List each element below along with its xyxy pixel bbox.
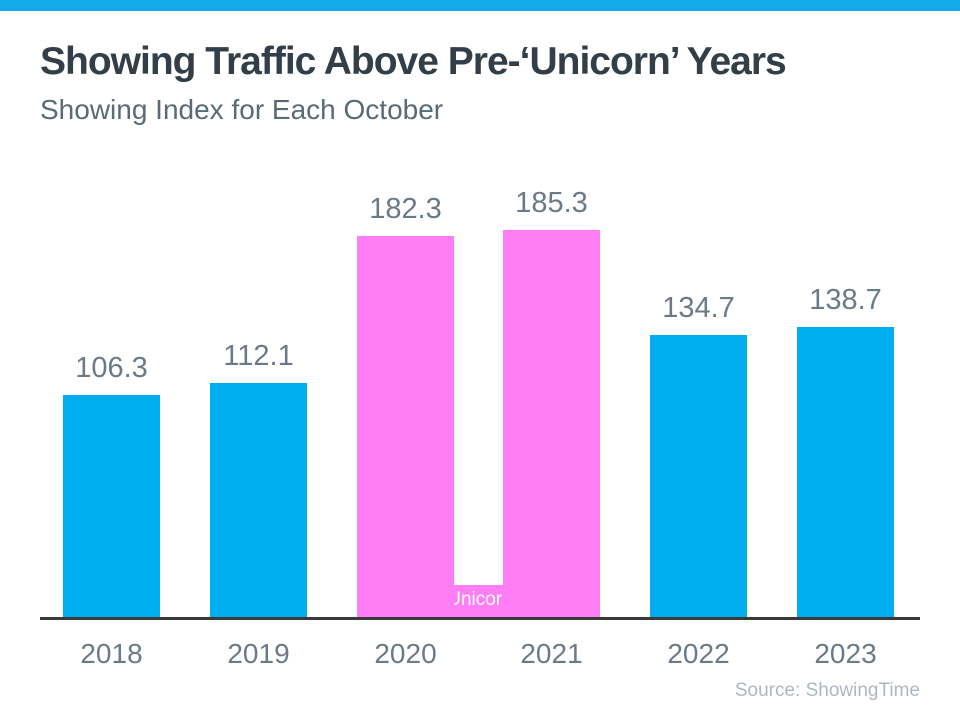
source-attribution: Source: ShowingTime (734, 680, 920, 701)
bar-value-label-2023: 138.7 (809, 284, 882, 316)
chart-title: Showing Traffic Above Pre-‘Unicorn’ Year… (40, 40, 787, 83)
bar-value-label-2018: 106.3 (75, 352, 148, 384)
plot-area: ‘Unicorn’ Years 106.32018112.12019182.32… (40, 140, 920, 669)
bar-2019 (210, 383, 307, 617)
bar-2018 (63, 395, 160, 617)
x-axis-label-2020: 2020 (374, 638, 437, 669)
bar-value-label-2021: 185.3 (515, 187, 588, 219)
chart-subtitle: Showing Index for Each October (40, 94, 444, 125)
bar-value-label-2019: 112.1 (223, 340, 294, 372)
x-axis-label-2023: 2023 (814, 638, 877, 669)
bar-2020 (357, 236, 454, 617)
x-axis-label-2021: 2021 (520, 638, 583, 669)
x-axis-label-2019: 2019 (227, 638, 290, 669)
bar-2022 (650, 335, 747, 617)
bar-2023 (797, 327, 894, 617)
x-axis-label-2022: 2022 (667, 638, 730, 669)
bar-2021 (503, 230, 600, 617)
x-axis-label-2018: 2018 (80, 638, 143, 669)
top-accent-bar (0, 0, 960, 11)
bar-value-label-2022: 134.7 (662, 292, 735, 324)
bar-value-label-2020: 182.3 (369, 193, 442, 225)
